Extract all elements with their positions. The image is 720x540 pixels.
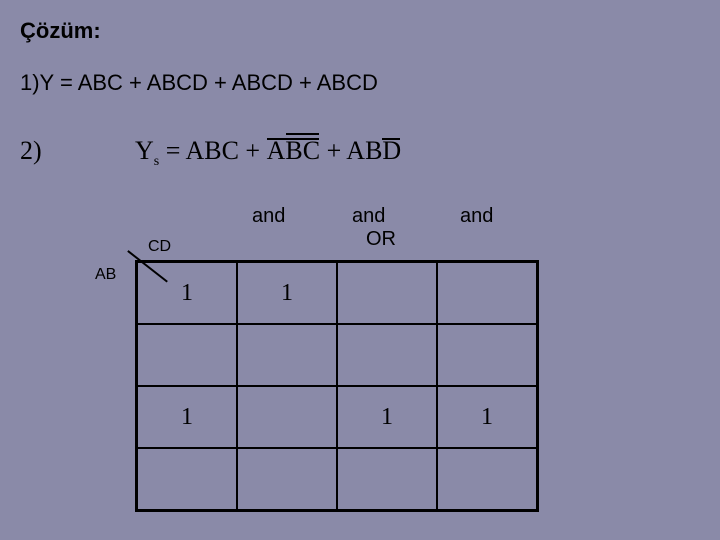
kmap-row: 1 1 1 xyxy=(137,386,537,448)
overline-bc xyxy=(286,133,319,135)
eq2-ys: Y xyxy=(135,136,154,165)
eq2-term2: ABC xyxy=(267,136,320,166)
kmap-cell: 1 xyxy=(437,386,537,448)
overline-d xyxy=(382,138,400,140)
eq2-plus-ab: + AB xyxy=(320,136,382,165)
equation-1: 1)Y = ABC + ABCD + ABCD + ABCD xyxy=(20,70,378,96)
kmap-cd-label: CD xyxy=(148,238,171,256)
equation-2-prefix: 2) xyxy=(20,136,42,166)
kmap-cell xyxy=(337,262,437,324)
kmap-cell xyxy=(137,448,237,510)
kmap-cell xyxy=(437,262,537,324)
karnaugh-map: 1 1 1 1 1 xyxy=(135,260,539,512)
kmap-cell xyxy=(337,448,437,510)
or-label: OR xyxy=(366,228,396,251)
eq2-term3-d: D xyxy=(382,136,401,166)
title: Çözüm: xyxy=(20,18,101,44)
kmap-cell: 1 xyxy=(337,386,437,448)
kmap-row: 1 1 xyxy=(137,262,537,324)
kmap-cell: 1 xyxy=(237,262,337,324)
eq2-part1: = ABC + xyxy=(159,136,266,165)
kmap-cell xyxy=(437,324,537,386)
overline-abc xyxy=(267,138,319,140)
kmap-cell xyxy=(137,324,237,386)
kmap-ab-label: AB xyxy=(95,266,116,284)
and-label-1: and xyxy=(252,205,285,228)
kmap-cell xyxy=(437,448,537,510)
kmap-cell xyxy=(237,386,337,448)
kmap-cell: 1 xyxy=(137,262,237,324)
and-label-2: and xyxy=(352,205,385,228)
kmap-cell: 1 xyxy=(137,386,237,448)
kmap-cell xyxy=(237,324,337,386)
and-label-3: and xyxy=(460,205,493,228)
kmap-cell xyxy=(337,324,437,386)
equation-2: Ys = ABC + ABC + ABD xyxy=(135,136,401,170)
kmap-row xyxy=(137,324,537,386)
eq2-d-text: D xyxy=(382,136,401,165)
kmap-cell xyxy=(237,448,337,510)
kmap-row xyxy=(137,448,537,510)
eq2-term2-text: ABC xyxy=(267,136,320,165)
